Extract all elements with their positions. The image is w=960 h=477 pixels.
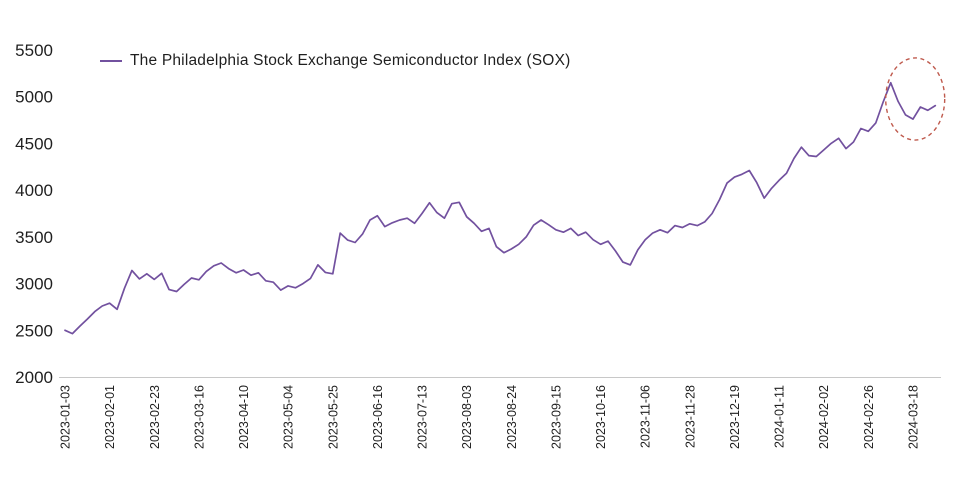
annotation-ellipse <box>885 57 946 141</box>
x-tick-label: 2023-01-03 <box>59 385 73 449</box>
legend-label: The Philadelphia Stock Exchange Semicond… <box>130 52 571 69</box>
y-tick-label: 2000 <box>15 368 53 387</box>
x-tick-label: 2023-04-10 <box>237 385 251 449</box>
y-tick-label: 2500 <box>15 321 53 340</box>
x-tick-label: 2024-02-26 <box>862 385 876 449</box>
x-tick-label: 2024-02-02 <box>817 385 831 449</box>
x-tick-label: 2023-09-15 <box>549 385 563 449</box>
x-tick-label: 2023-07-13 <box>416 385 430 449</box>
x-tick-label: 2024-01-11 <box>773 385 787 448</box>
x-tick-label: 2023-08-24 <box>505 385 519 449</box>
x-tick-label: 2023-11-28 <box>683 385 697 448</box>
x-tick-label: 2023-03-16 <box>192 385 206 449</box>
series-line-sox <box>64 81 937 335</box>
x-tick-label: 2024-03-18 <box>906 385 920 449</box>
legend-line-swatch <box>100 60 122 62</box>
x-tick-label: 2023-10-16 <box>594 385 608 449</box>
x-tick-label: 2023-11-06 <box>639 385 653 448</box>
x-tick-label: 2023-12-19 <box>728 385 742 449</box>
y-tick-label: 5000 <box>15 88 53 107</box>
x-tick-label: 2023-08-03 <box>460 385 474 449</box>
y-tick-label: 4000 <box>15 181 53 200</box>
x-tick-label: 2023-02-01 <box>103 385 117 449</box>
chart-legend: The Philadelphia Stock Exchange Semicond… <box>100 52 570 70</box>
y-tick-label: 3000 <box>15 275 53 294</box>
x-tick-label: 2023-05-04 <box>282 385 296 449</box>
y-tick-label: 4500 <box>15 134 53 153</box>
x-tick-label: 2023-02-23 <box>148 385 162 449</box>
x-tick-label: 2023-05-25 <box>326 385 340 449</box>
x-tick-label: 2023-06-16 <box>371 385 385 449</box>
y-tick-label: 5500 <box>15 41 53 60</box>
y-tick-label: 3500 <box>15 228 53 247</box>
